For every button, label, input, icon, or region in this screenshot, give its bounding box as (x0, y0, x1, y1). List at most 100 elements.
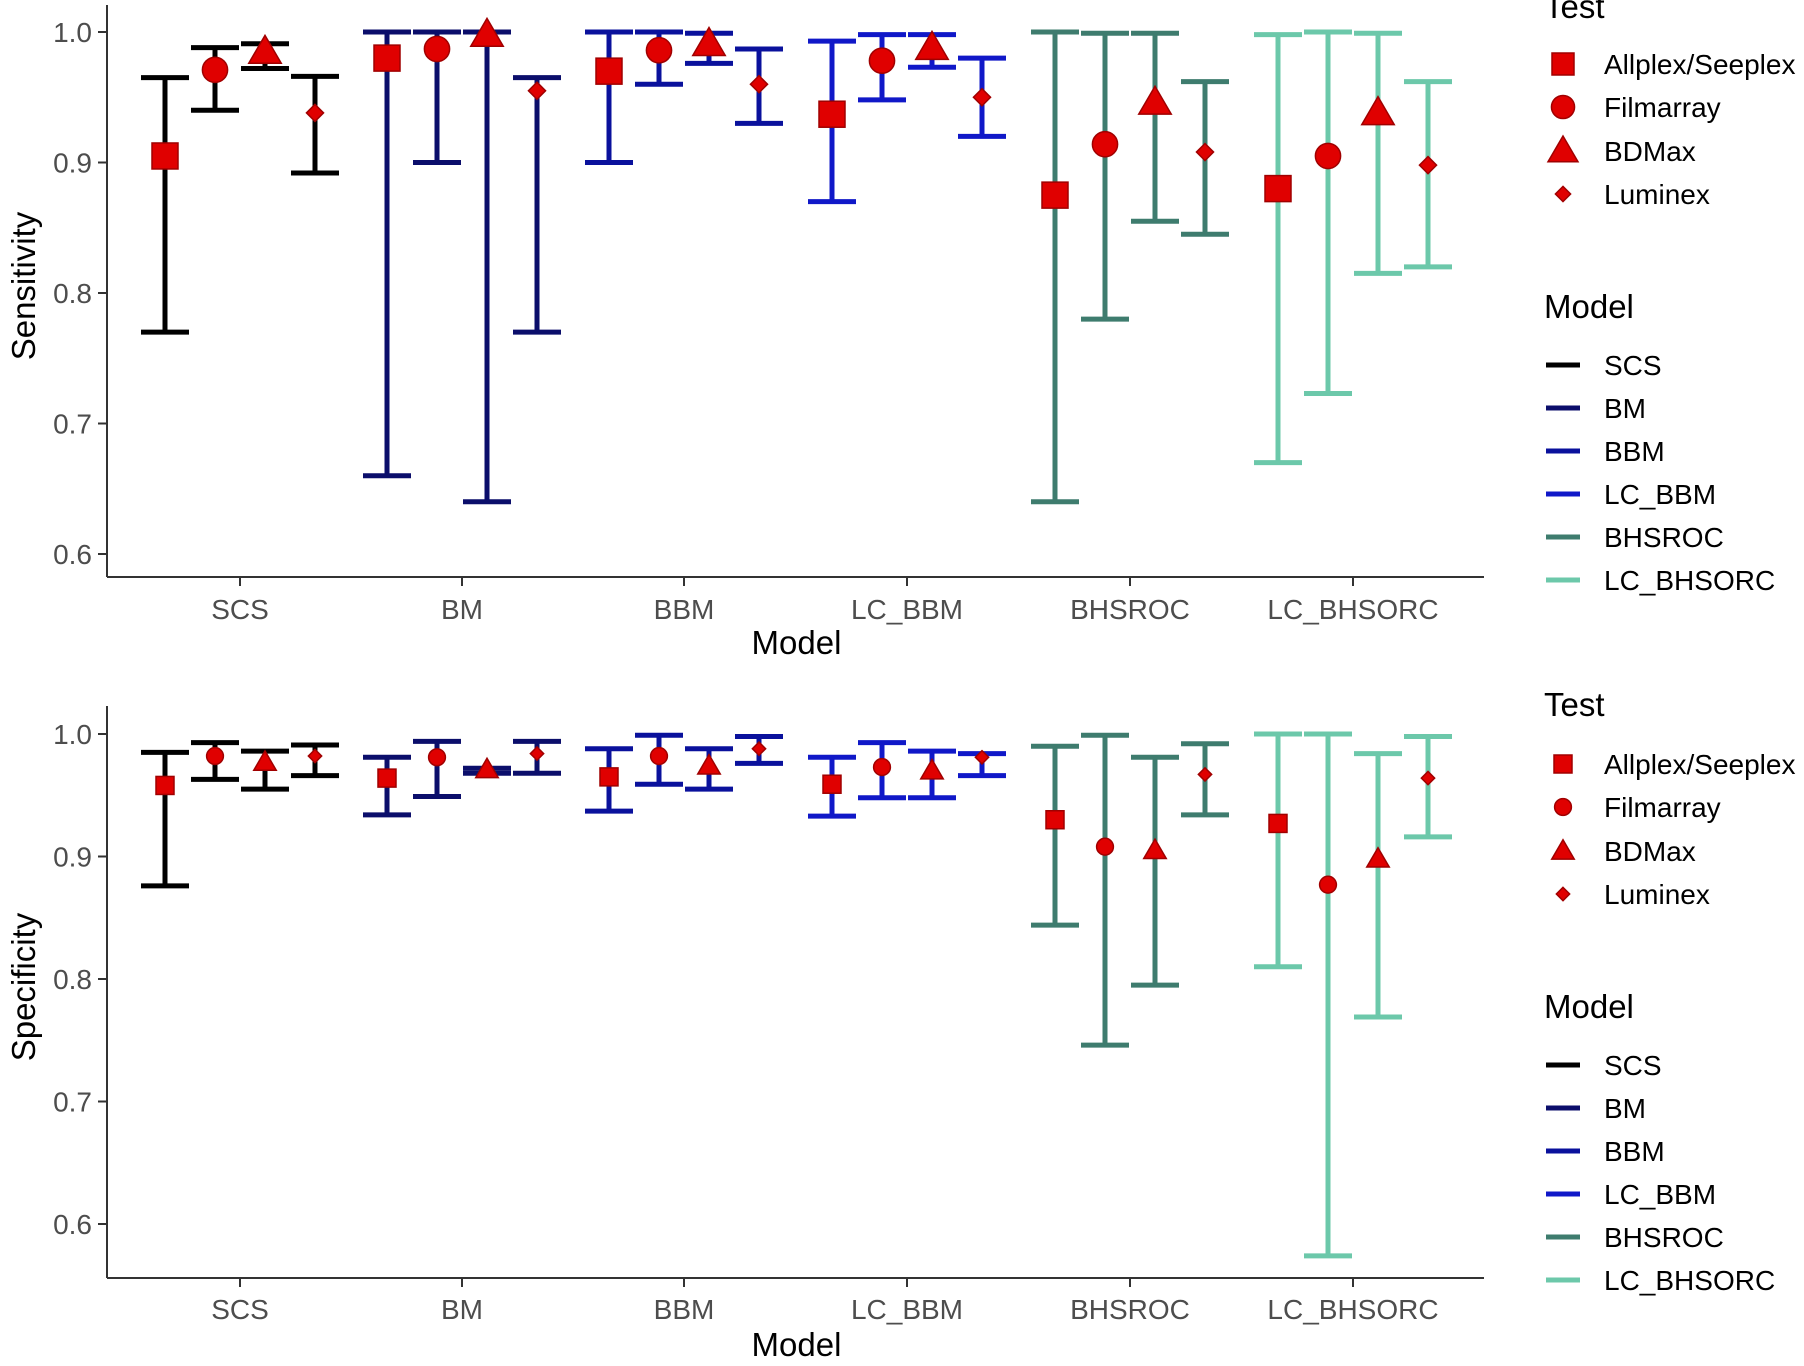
point-scs-filmarray (201, 56, 229, 84)
point-lc-bhsorc-filmarray (1314, 142, 1342, 170)
point-bbm-filmarray (649, 746, 669, 766)
point-bm-luminex (527, 81, 547, 101)
legend-label-bhsroc: BHSROC (1604, 522, 1724, 553)
y-axis-title: Specificity (5, 912, 42, 1061)
legend-label-bhsroc: BHSROC (1604, 1222, 1724, 1253)
point-bm-filmarray (427, 748, 447, 767)
point-bbm-luminex (749, 74, 769, 94)
legend-label-luminex: Luminex (1604, 879, 1710, 910)
x-axis-title: Model (752, 624, 842, 661)
point-lc-bbm-luminex (974, 749, 990, 765)
error-bar-lc-bhsorc-allplex-seeplex (1254, 731, 1302, 970)
error-bar-bhsroc-allplex-seeplex (1031, 743, 1079, 928)
error-bar-scs-luminex (291, 73, 339, 176)
point-bbm-filmarray (645, 36, 673, 64)
legend-label-bdmax: BDMax (1604, 136, 1696, 167)
point-scs-luminex (307, 748, 323, 764)
point-scs-allplex-seeplex (151, 142, 179, 170)
y-tick-label: 0.8 (53, 964, 92, 995)
panel-sensitivity: 0.6 0.7 0.8 0.9 1.0 SCS BM BBM LC_BBM BHSROC LC_BH… (5, 5, 1484, 661)
legend-key-allplex-seeplex (1553, 754, 1573, 774)
y-tick-label: 1.0 (53, 17, 92, 48)
legend-key-luminex (1554, 185, 1572, 203)
error-bar-lc-bhsorc-bdmax (1354, 751, 1402, 1020)
error-bar-bm-allplex-seeplex (363, 29, 411, 479)
x-axis-title: Model (752, 1326, 842, 1363)
legend-key-bdmax (1550, 838, 1576, 860)
series-bdmax (241, 16, 1402, 505)
x-tick-label-bhsroc: BHSROC (1070, 1294, 1190, 1325)
error-bar-lc-bhsorc-allplex-seeplex (1254, 32, 1302, 466)
error-bar-lc-bhsorc-filmarray (1304, 731, 1352, 1259)
point-lc-bbm-bdmax (914, 29, 950, 61)
point-bm-bdmax (474, 756, 500, 779)
point-scs-luminex (305, 103, 325, 123)
point-bm-luminex (529, 745, 545, 762)
point-bm-allplex-seeplex (373, 44, 401, 72)
point-bm-filmarray (423, 35, 451, 63)
legend-label-bbm: BBM (1604, 436, 1665, 467)
legend-label-lc-bhsorc: LC_BHSORC (1604, 565, 1775, 596)
point-bhsroc-allplex-seeplex (1041, 181, 1069, 209)
legend-block-1: Test Allplex/Seeplex Filmarray BDMax Luminex… (1544, 0, 1795, 596)
error-bar-lc-bhsorc-luminex (1404, 733, 1452, 840)
point-lc-bhsorc-allplex-seeplex (1264, 174, 1292, 203)
error-bar-scs-allplex-seeplex (141, 75, 189, 335)
x-tick-label-bbm: BBM (654, 594, 715, 625)
x-tick-label-bm: BM (441, 1294, 483, 1325)
x-tick-label-lc-bbm: LC_BBM (851, 594, 963, 625)
legend-label-luminex: Luminex (1604, 179, 1710, 210)
error-bar-bhsroc-allplex-seeplex (1031, 29, 1079, 505)
point-bbm-bdmax (696, 753, 722, 775)
x-tick-label-lc-bhsorc: LC_BHSORC (1267, 594, 1438, 625)
point-bbm-bdmax (691, 26, 727, 57)
point-lc-bhsorc-luminex (1418, 155, 1438, 175)
point-bhsroc-bdmax (1137, 84, 1173, 115)
point-lc-bhsorc-filmarray (1318, 875, 1338, 894)
point-bbm-allplex-seeplex (595, 57, 623, 85)
point-bbm-allplex-seeplex (599, 767, 619, 787)
point-lc-bbm-allplex-seeplex (822, 774, 842, 794)
y-tick-label: 0.6 (53, 1209, 92, 1240)
error-bar-scs-allplex-seeplex (141, 749, 189, 889)
point-bhsroc-bdmax (1142, 837, 1168, 860)
legend-model-title: Model (1544, 288, 1634, 325)
point-lc-bbm-luminex (972, 87, 992, 107)
point-lc-bhsorc-allplex-seeplex (1268, 813, 1288, 834)
point-lc-bbm-filmarray (868, 47, 896, 75)
error-bar-bhsroc-bdmax (1131, 754, 1179, 988)
y-axis-title: Sensitivity (5, 211, 42, 360)
series-allplex-seeplex (141, 731, 1302, 970)
y-tick-label: 0.8 (53, 278, 92, 309)
y-tick-label: 0.9 (53, 148, 92, 179)
legend-label-bm: BM (1604, 393, 1646, 424)
legend-label-filmarray: Filmarray (1604, 92, 1721, 123)
series-luminex (291, 46, 1452, 335)
error-bar-bhsroc-bdmax (1131, 30, 1179, 224)
legend-key-bdmax (1546, 134, 1580, 163)
point-lc-bbm-filmarray (872, 757, 892, 777)
y-tick-label: 1.0 (53, 719, 92, 750)
x-tick-label-bm: BM (441, 594, 483, 625)
error-bar-bhsroc-filmarray (1081, 732, 1129, 1048)
point-bhsroc-allplex-seeplex (1045, 810, 1065, 830)
legend-label-scs: SCS (1604, 350, 1662, 381)
legend-test-title: Test (1544, 686, 1605, 723)
error-bar-bm-bdmax (463, 29, 511, 505)
y-tick-label: 0.9 (53, 842, 92, 873)
legend-key-filmarray (1553, 797, 1573, 817)
point-scs-bdmax (247, 33, 283, 65)
point-bm-allplex-seeplex (377, 768, 397, 788)
point-lc-bbm-bdmax (919, 758, 945, 780)
point-bhsroc-luminex (1195, 142, 1215, 162)
x-tick-label-scs: SCS (211, 1294, 269, 1325)
chart-panels: 0.6 0.7 0.8 0.9 1.0 SCS BM BBM LC_BBM BHSROC LC_BH… (5, 5, 1484, 1363)
point-scs-bdmax (252, 749, 278, 772)
legend-key-filmarray (1550, 94, 1576, 120)
legend-label-filmarray: Filmarray (1604, 792, 1721, 823)
legend-model-title: Model (1544, 988, 1634, 1025)
legend-test-title: Test (1544, 0, 1605, 25)
series-filmarray (191, 731, 1352, 1259)
error-bar-bhsroc-filmarray (1081, 30, 1129, 322)
legend-key-luminex (1555, 886, 1571, 902)
